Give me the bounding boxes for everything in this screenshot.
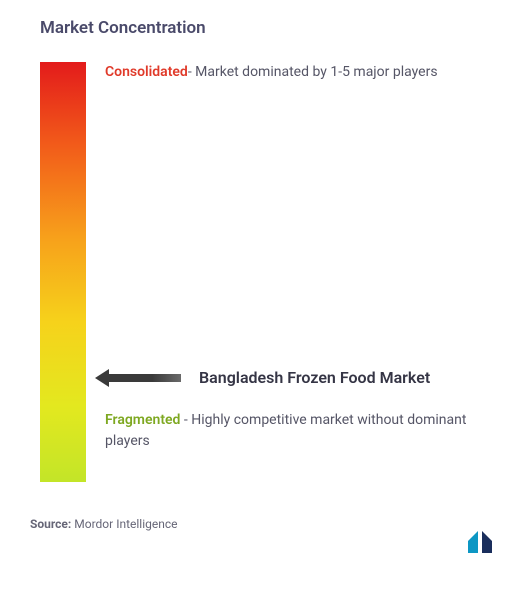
fragmented-description: Fragmented - Highly competitive market w… (105, 410, 475, 452)
concentration-scale (40, 62, 86, 482)
consolidated-text: Market dominated by 1-5 major players (195, 64, 437, 80)
fragmented-sep: - (180, 412, 191, 428)
page-title: Market Concentration (40, 18, 206, 38)
source-label: Source: (30, 517, 71, 531)
fragmented-term: Fragmented (105, 412, 180, 428)
consolidated-term: Consolidated (105, 64, 188, 80)
source-value: Mordor Intelligence (74, 517, 177, 531)
source-attribution: Source: Mordor Intelligence (30, 517, 178, 531)
consolidated-description: Consolidated- Market dominated by 1-5 ma… (105, 62, 438, 83)
arrow-left-icon (95, 369, 181, 387)
market-marker: Bangladesh Frozen Food Market (95, 368, 430, 387)
brand-logo-icon (466, 527, 506, 559)
market-marker-label: Bangladesh Frozen Food Market (199, 368, 430, 387)
